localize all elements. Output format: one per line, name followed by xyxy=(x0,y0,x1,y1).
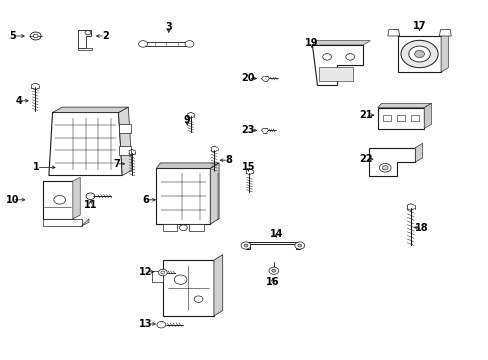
Polygon shape xyxy=(387,30,399,36)
Circle shape xyxy=(179,225,187,230)
Circle shape xyxy=(33,34,38,38)
Polygon shape xyxy=(118,107,132,176)
Bar xyxy=(383,115,390,121)
Text: 15: 15 xyxy=(241,162,255,172)
Circle shape xyxy=(174,275,186,284)
Text: 7: 7 xyxy=(113,159,120,169)
Text: 13: 13 xyxy=(139,319,152,329)
Polygon shape xyxy=(311,45,362,85)
Circle shape xyxy=(158,269,167,276)
Polygon shape xyxy=(78,48,92,50)
Circle shape xyxy=(241,242,250,249)
Polygon shape xyxy=(73,177,80,219)
Text: 17: 17 xyxy=(412,21,426,31)
Bar xyxy=(143,41,189,46)
Polygon shape xyxy=(397,36,440,72)
Circle shape xyxy=(86,193,95,199)
Polygon shape xyxy=(52,107,128,112)
Text: 16: 16 xyxy=(265,276,279,287)
Circle shape xyxy=(161,271,164,274)
Polygon shape xyxy=(151,271,162,282)
Polygon shape xyxy=(81,219,89,226)
Polygon shape xyxy=(311,41,370,45)
Polygon shape xyxy=(319,67,352,81)
Polygon shape xyxy=(162,224,177,231)
Polygon shape xyxy=(415,143,422,162)
Polygon shape xyxy=(210,163,219,224)
Polygon shape xyxy=(214,255,223,316)
Circle shape xyxy=(297,244,301,247)
Circle shape xyxy=(400,40,437,68)
Circle shape xyxy=(30,32,41,40)
Circle shape xyxy=(379,163,390,172)
Text: 3: 3 xyxy=(165,22,172,32)
Text: 14: 14 xyxy=(269,229,283,239)
Circle shape xyxy=(294,242,304,249)
Circle shape xyxy=(322,54,331,60)
Polygon shape xyxy=(368,148,415,176)
Text: 19: 19 xyxy=(305,38,318,48)
Bar xyxy=(377,108,423,129)
Text: 12: 12 xyxy=(139,267,152,277)
Circle shape xyxy=(345,54,354,60)
Polygon shape xyxy=(440,32,447,72)
Circle shape xyxy=(382,166,387,170)
Circle shape xyxy=(54,195,65,204)
Bar xyxy=(396,115,404,121)
Bar xyxy=(410,115,418,121)
Text: 6: 6 xyxy=(142,195,149,205)
Text: 23: 23 xyxy=(241,125,255,135)
Polygon shape xyxy=(43,181,73,219)
Polygon shape xyxy=(423,103,430,129)
Polygon shape xyxy=(162,260,214,316)
Polygon shape xyxy=(118,124,131,133)
Text: 22: 22 xyxy=(358,154,372,164)
Polygon shape xyxy=(156,168,210,224)
Text: 1: 1 xyxy=(33,162,40,172)
Text: 8: 8 xyxy=(225,155,232,165)
Circle shape xyxy=(271,269,275,272)
Polygon shape xyxy=(49,112,122,176)
Polygon shape xyxy=(78,30,91,48)
Circle shape xyxy=(408,46,429,62)
Polygon shape xyxy=(189,224,204,231)
Polygon shape xyxy=(439,30,450,36)
Text: 21: 21 xyxy=(358,110,372,120)
Circle shape xyxy=(184,41,194,47)
Polygon shape xyxy=(377,103,430,108)
Polygon shape xyxy=(118,146,131,155)
Circle shape xyxy=(268,267,278,274)
Circle shape xyxy=(194,296,203,302)
Text: 5: 5 xyxy=(9,31,16,41)
Text: 11: 11 xyxy=(83,200,97,210)
Polygon shape xyxy=(43,219,81,226)
Text: 20: 20 xyxy=(241,73,255,84)
Circle shape xyxy=(414,50,424,58)
Circle shape xyxy=(138,41,147,47)
Text: 4: 4 xyxy=(15,96,22,106)
Text: 18: 18 xyxy=(414,222,427,233)
Circle shape xyxy=(244,244,247,247)
Circle shape xyxy=(157,321,165,328)
Text: 2: 2 xyxy=(102,31,108,41)
Polygon shape xyxy=(245,242,299,249)
Text: 9: 9 xyxy=(183,114,190,125)
Polygon shape xyxy=(156,163,219,168)
Circle shape xyxy=(85,31,91,35)
Text: 10: 10 xyxy=(5,195,19,205)
